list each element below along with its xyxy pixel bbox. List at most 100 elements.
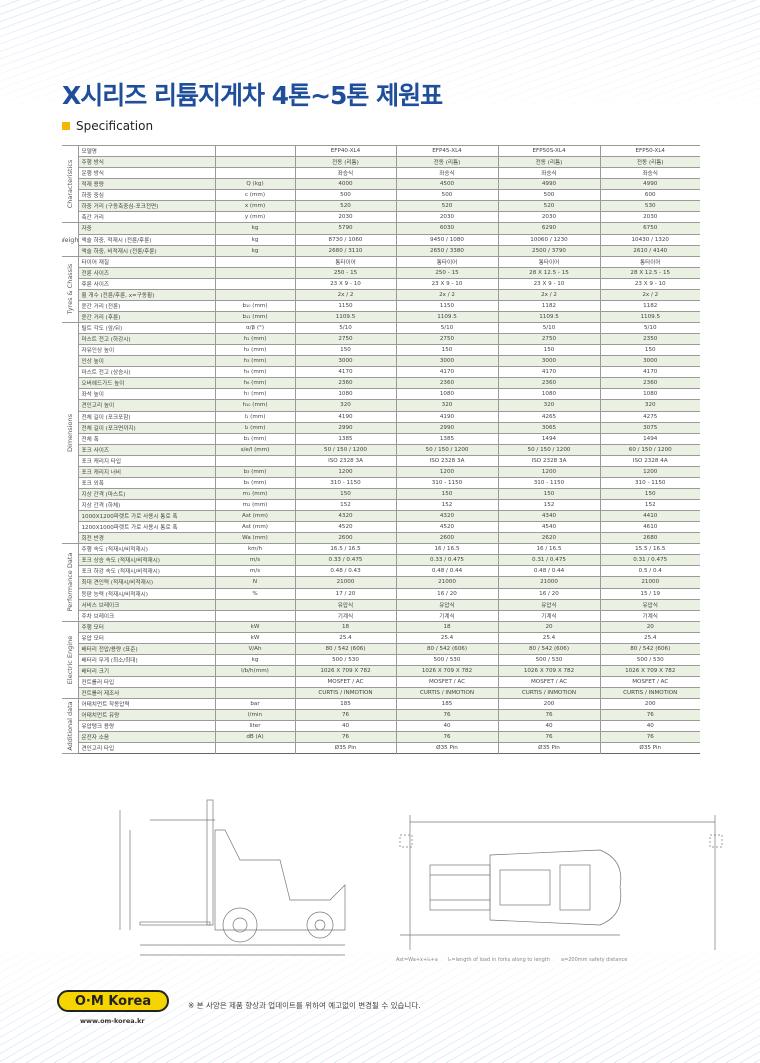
spec-value: 185 — [395, 698, 499, 711]
website-url[interactable]: www.om-korea.kr — [80, 1017, 145, 1025]
spec-row: 마스트 전고 (상승시) h₄ (mm) 4170 4170 4170 4170 — [62, 366, 700, 379]
spec-label: 최대 견인력 (적재시/비적재시) — [78, 576, 216, 589]
spec-value: 16 / 16.5 — [395, 543, 499, 556]
spec-value: 1385 — [294, 432, 397, 445]
forklift-dimension-drawings — [119, 799, 723, 956]
spec-label: 컨트롤러 타입 — [78, 675, 216, 689]
spec-row: 포크 상승 속도 (적재시/비적재시) m/s 0.33 / 0.475 0.33 /… — [62, 554, 700, 567]
spec-value: 기계식 — [497, 609, 601, 622]
disclaimer-note: ※ 본 사양은 제품 향상과 업데이트를 위하여 예고없이 변경될 수 있습니다… — [188, 1001, 421, 1010]
spec-value: 320 — [294, 399, 397, 412]
section-label: Performance Data — [62, 543, 79, 622]
spec-label: 주행 속도 (적재시/비적재시) — [78, 543, 216, 556]
spec-value: 150 — [294, 487, 397, 501]
spec-value: 기계식 — [294, 609, 397, 622]
spec-row: 전체 폭 b₁ (mm) 1385 1385 1494 1494 — [62, 432, 700, 445]
spec-row: 포크 하강 속도 (적재시/비적재시) m/s 0.48 / 0.43 0.48 / … — [62, 565, 700, 578]
spec-row: 하중 거리 (구동축중심-포크전면) x (mm) 520 520 520 530 — [62, 200, 700, 213]
spec-unit: l/min — [214, 709, 296, 722]
spec-value: 유압식 — [294, 598, 397, 611]
spec-row: 액슬 하중, 비적재시 (전륜/후륜) kg 2680 / 3110 2650 / 3… — [62, 244, 700, 257]
spec-value: 4190 — [395, 410, 499, 423]
spec-unit: h₁ (mm) — [214, 333, 296, 346]
spec-row: 지상 간격 (하체) m₂ (mm) 152 152 152 152 — [62, 498, 700, 512]
spec-row: 적재 용량 Q (kg) 4000 4500 4990 4990 — [62, 178, 700, 191]
spec-value: 2360 — [497, 377, 601, 390]
spec-value: 2030 — [294, 211, 397, 224]
spec-value: 5790 — [294, 222, 397, 235]
spec-value: 4540 — [497, 521, 601, 534]
spec-value: 320 — [395, 399, 499, 412]
spec-row: 배터리 크기 l/b/h(mm) 1026 X 709 X 782 1026 X 70… — [62, 664, 700, 678]
spec-value: 76 — [599, 709, 700, 722]
spec-unit: % — [214, 587, 296, 600]
spec-value: 500 — [294, 189, 397, 202]
spec-label: 회전 반경 — [78, 532, 216, 545]
spec-value: 5/10 — [599, 321, 700, 335]
spec-label: 어태치먼트 작동압력 — [78, 698, 216, 711]
spec-value: 17 / 20 — [294, 587, 397, 600]
spec-value: 1182 — [599, 299, 700, 312]
spec-value: 2650 / 3380 — [395, 244, 499, 257]
spec-label: 유압탱크 용량 — [78, 720, 216, 733]
spec-value: 2360 — [395, 377, 499, 390]
spec-unit: h₂ (mm) — [214, 344, 296, 357]
spec-value: 150 — [395, 344, 499, 357]
spec-table: Characteristics 모델명 EFP40-XL4 EFP45-XL4 EFP5… — [62, 144, 700, 755]
spec-label: 운전자 소음 — [78, 731, 216, 744]
spec-value: 152 — [294, 498, 397, 512]
spec-row: 오버헤드가드 높이 h₆ (mm) 2360 2360 2360 2360 — [62, 377, 700, 390]
spec-unit — [214, 156, 296, 169]
section-label: Additional data — [62, 698, 79, 755]
spec-value: 0.33 / 0.475 — [294, 554, 397, 567]
spec-row: 배터리 전압/용량 (표준) V/Ah 80 / 542 (606) 80 / 542… — [62, 642, 700, 655]
spec-label: 전체 길이 (포크면까지) — [78, 421, 216, 434]
spec-unit — [214, 255, 296, 268]
spec-label: 어태치먼트 유량 — [78, 709, 216, 722]
spec-value: 310 - 1150 — [294, 476, 397, 489]
spec-value: EFP50S-XL4 — [497, 144, 601, 158]
spec-unit — [214, 454, 296, 467]
spec-value: 76 — [294, 731, 397, 744]
spec-value: CURTIS / INMOTION — [599, 687, 700, 700]
spec-label: 좌석 높이 — [78, 388, 216, 401]
spec-unit — [214, 277, 296, 290]
spec-label: 지상 간격 (마스트) — [78, 487, 216, 501]
spec-value: 전동 (리튬) — [294, 156, 397, 169]
spec-value: 40 — [599, 720, 700, 733]
spec-value: 23 X 9 - 10 — [294, 277, 397, 290]
spec-value: 310 - 1150 — [599, 476, 700, 489]
spec-value: 6290 — [497, 222, 601, 235]
spec-value: 1080 — [294, 388, 397, 401]
spec-label: 적재 용량 — [78, 178, 216, 191]
spec-value: 1109.5 — [294, 310, 397, 324]
spec-value: 2990 — [395, 421, 499, 434]
spec-value: 40 — [395, 720, 499, 733]
spec-label: 컨트롤러 제조사 — [78, 687, 216, 700]
spec-unit: b₁₀ (mm) — [214, 299, 296, 312]
spec-unit: m/s — [214, 565, 296, 578]
spec-value: 150 — [497, 344, 601, 357]
spec-unit: kg — [214, 222, 296, 235]
spec-value: 4520 — [294, 521, 397, 534]
spec-value: 310 - 1150 — [497, 476, 601, 489]
spec-value: 3000 — [395, 355, 499, 368]
spec-value: 0.5 / 0.4 — [599, 565, 700, 578]
spec-row: 회전 반경 Wa (mm) 2600 2600 2620 2680 — [62, 532, 700, 545]
spec-value: 8730 / 1060 — [294, 233, 397, 246]
spec-value: 2030 — [395, 211, 499, 224]
spec-label: 틸트 각도 (앞/뒤) — [78, 321, 216, 335]
spec-row: 운행 방식 좌승식 좌승식 좌승식 좌승식 — [62, 167, 700, 180]
spec-value: 좌승식 — [395, 167, 499, 180]
spec-value: 250 - 15 — [395, 266, 499, 279]
spec-value: 80 / 542 (606) — [294, 642, 397, 655]
spec-value: 2500 / 3790 — [497, 244, 601, 257]
spec-value: MOSFET / AC — [395, 675, 499, 689]
spec-value: 76 — [294, 709, 397, 722]
spec-label: 서비스 브레이크 — [78, 598, 216, 611]
spec-row: Performance Data 주행 속도 (적재시/비적재시) km/h 16.5… — [62, 543, 700, 622]
om-korea-logo: O·M Korea — [57, 990, 169, 1012]
spec-value: 4000 — [294, 178, 397, 191]
spec-value: Ø35 Pin — [497, 742, 601, 754]
spec-row: 휠 개수 (전륜/후륜, x=구동휠) 2x / 2 2x / 2 2x / 2 2x … — [62, 288, 700, 301]
